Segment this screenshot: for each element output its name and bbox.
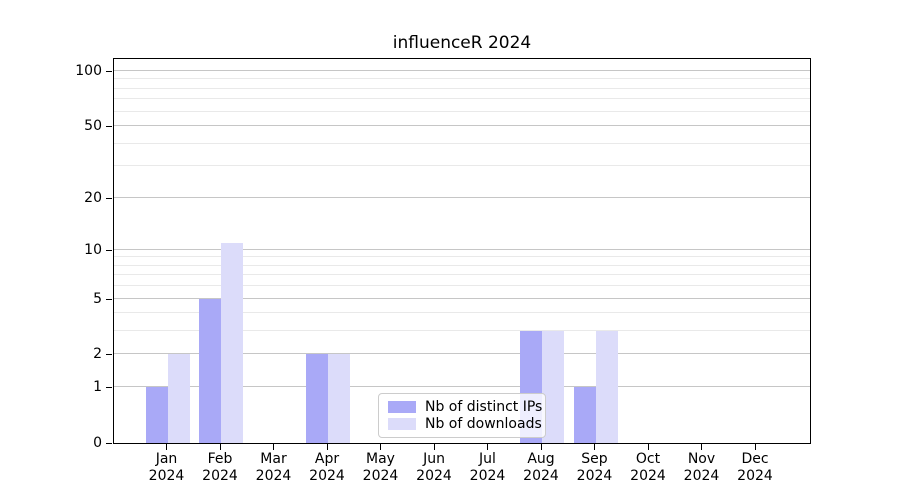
- major-gridline: [114, 125, 810, 126]
- y-tick-mark: [106, 387, 112, 388]
- major-gridline: [114, 298, 810, 299]
- y-tick-label: 100: [75, 63, 102, 79]
- y-tick-label: 10: [84, 242, 102, 258]
- y-tick-mark: [106, 443, 112, 444]
- x-tick-mark: [380, 444, 381, 450]
- x-tick-label-feb: Feb 2024: [202, 451, 238, 484]
- x-tick-label-nov: Nov 2024: [683, 451, 720, 484]
- y-tick-mark: [106, 126, 112, 127]
- x-tick-mark: [754, 444, 756, 450]
- x-tick-label-jun: Jun 2024: [416, 451, 452, 484]
- minor-gridline: [114, 143, 810, 144]
- major-gridline: [114, 249, 810, 250]
- legend-swatch-downloads: [388, 418, 416, 431]
- x-tick-mark: [326, 444, 328, 450]
- major-gridline: [114, 197, 810, 198]
- legend-label-downloads: Nb of downloads: [425, 416, 542, 433]
- legend-swatch-distinct-ips: [388, 400, 416, 413]
- y-tick-mark: [106, 198, 112, 199]
- x-tick-mark: [647, 444, 649, 450]
- bar-downloads-apr: [328, 354, 350, 443]
- plot-area: Nb of distinct IPs Nb of downloads: [113, 58, 811, 444]
- y-tick-label: 2: [93, 346, 102, 362]
- x-tick-label-jul: Jul 2024: [469, 451, 506, 484]
- minor-gridline: [114, 330, 810, 331]
- x-tick-label-apr: Apr 2024: [309, 451, 345, 484]
- x-tick-label-may: May 2024: [362, 451, 399, 484]
- bar-downloads-jan: [167, 354, 190, 443]
- x-tick-mark: [166, 444, 167, 450]
- y-tick-label: 0: [93, 435, 102, 451]
- major-gridline: [114, 353, 810, 354]
- minor-gridline: [114, 88, 810, 89]
- y-tick-label: 5: [93, 291, 102, 307]
- x-tick-mark: [594, 444, 595, 450]
- major-gridline: [114, 386, 810, 387]
- minor-gridline: [114, 111, 810, 112]
- minor-gridline: [114, 312, 810, 313]
- x-tick-mark: [540, 444, 542, 450]
- y-tick-mark: [106, 71, 112, 72]
- x-tick-label-jan: Jan 2024: [148, 451, 185, 484]
- x-tick-mark: [433, 444, 435, 450]
- x-tick-label-sep: Sep 2024: [576, 451, 613, 484]
- minor-gridline: [114, 98, 810, 99]
- x-tick-mark: [273, 444, 274, 450]
- bar-distinct-ips-apr: [306, 354, 328, 443]
- y-tick-mark: [106, 299, 112, 300]
- bar-distinct-ips-feb: [199, 299, 221, 443]
- x-tick-label-oct: Oct 2024: [630, 451, 666, 484]
- bar-downloads-aug: [542, 331, 564, 443]
- legend: Nb of distinct IPs Nb of downloads: [378, 393, 546, 438]
- minor-gridline: [114, 165, 810, 166]
- y-tick-label: 20: [84, 190, 102, 206]
- chart-title: influenceR 2024: [392, 33, 532, 53]
- legend-label-distinct-ips: Nb of distinct IPs: [425, 398, 543, 415]
- x-tick-label-dec: Dec 2024: [737, 451, 773, 484]
- x-tick-mark: [219, 444, 221, 450]
- legend-item-downloads: Nb of downloads: [388, 416, 542, 432]
- x-tick-label-aug: Aug 2024: [523, 451, 559, 484]
- minor-gridline: [114, 265, 810, 266]
- minor-gridline: [114, 274, 810, 275]
- major-gridline: [114, 70, 810, 71]
- x-tick-mark: [487, 444, 488, 450]
- legend-item-distinct-ips: Nb of distinct IPs: [388, 399, 542, 415]
- minor-gridline: [114, 285, 810, 286]
- minor-gridline: [114, 256, 810, 257]
- x-tick-label-mar: Mar 2024: [255, 451, 292, 484]
- minor-gridline: [114, 78, 810, 79]
- y-tick-label: 50: [84, 118, 102, 134]
- bar-downloads-feb: [221, 243, 243, 443]
- bar-downloads-sep: [595, 331, 618, 443]
- bar-distinct-ips-jan: [145, 387, 168, 443]
- y-tick-label: 1: [93, 379, 102, 395]
- bar-distinct-ips-sep: [573, 387, 596, 443]
- x-tick-mark: [701, 444, 702, 450]
- y-tick-mark: [106, 354, 112, 355]
- y-tick-mark: [106, 250, 112, 251]
